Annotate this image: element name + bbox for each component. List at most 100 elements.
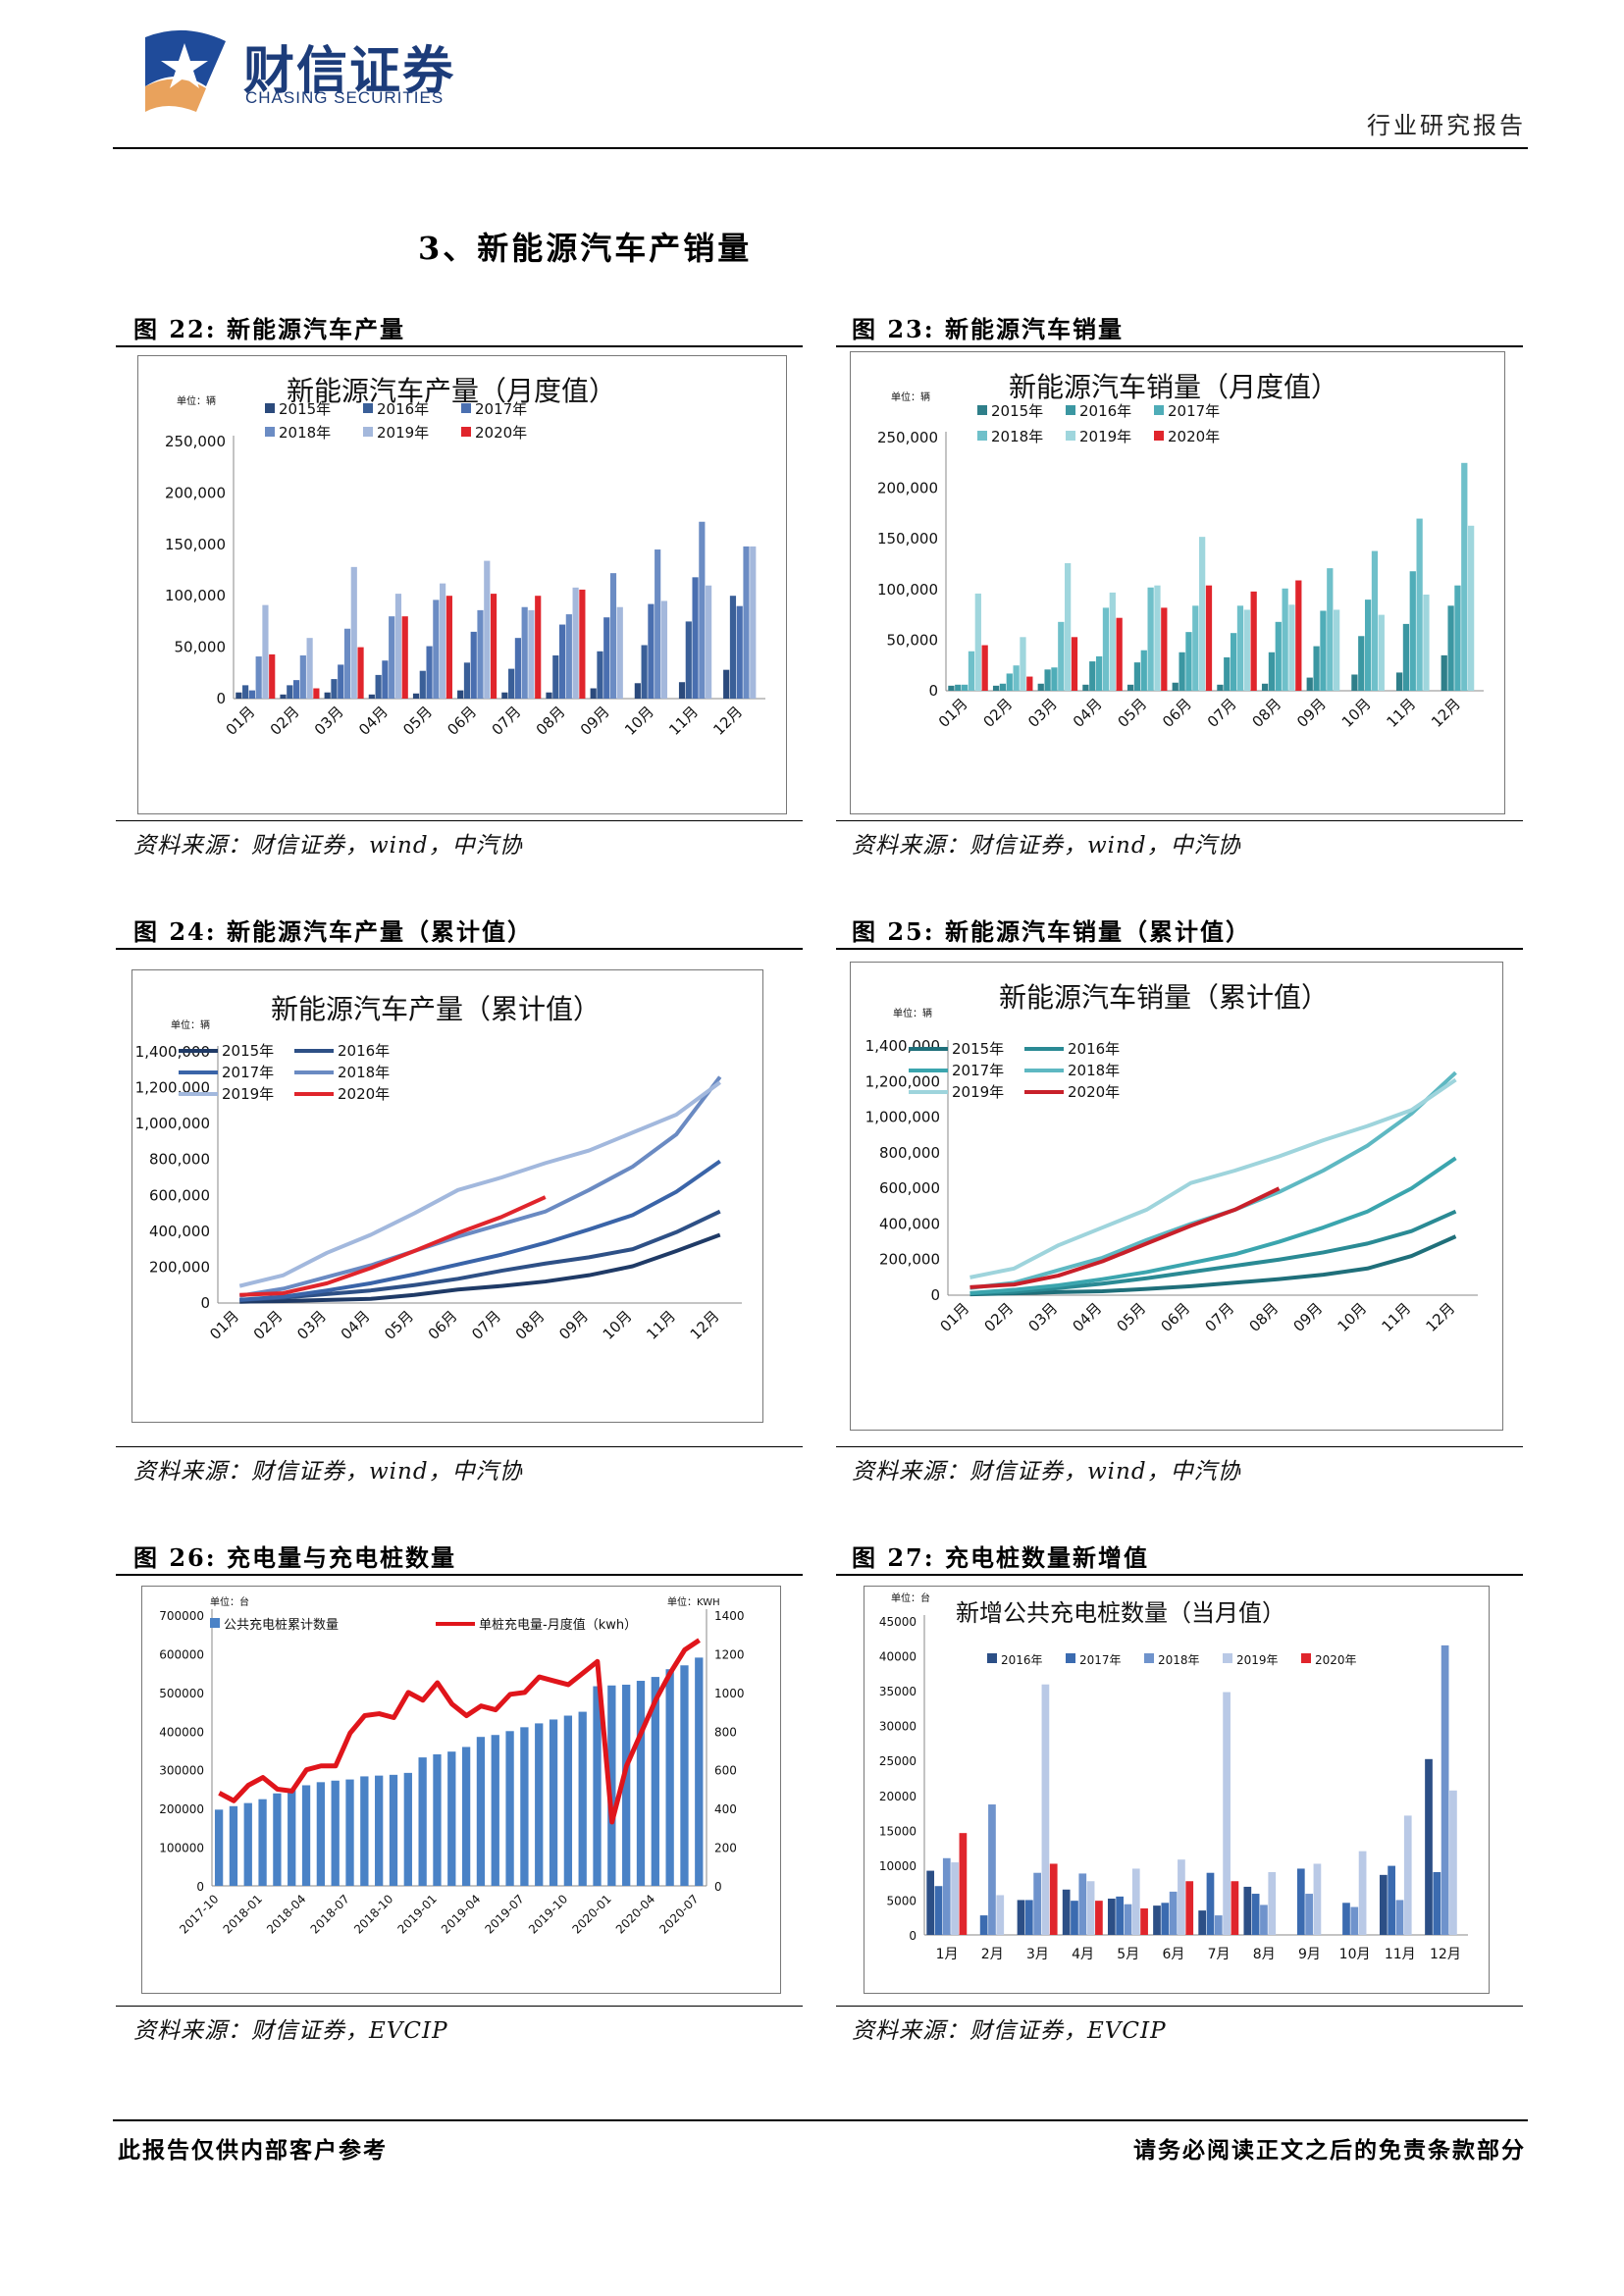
x-tick-label: 08月 bbox=[533, 703, 569, 739]
figure-25-source-rule bbox=[836, 1446, 1523, 1447]
legend-swatch bbox=[1066, 1653, 1075, 1663]
y-tick-label: 0 bbox=[196, 1880, 204, 1894]
bar bbox=[528, 610, 534, 699]
bar bbox=[402, 616, 408, 699]
x-tick-label: 03月 bbox=[1024, 695, 1061, 731]
bar bbox=[943, 1858, 951, 1935]
x-tick-label: 02月 bbox=[979, 695, 1016, 731]
legend-label: 2020年 bbox=[1315, 1653, 1357, 1667]
figure-23-title: 图 23: 新能源汽车销量 bbox=[852, 310, 1124, 344]
bar bbox=[515, 638, 521, 699]
x-tick-label: 06月 bbox=[1159, 695, 1195, 731]
bar bbox=[546, 693, 551, 699]
bar bbox=[491, 594, 497, 699]
bar bbox=[244, 1803, 252, 1886]
bar bbox=[1262, 684, 1268, 691]
bar bbox=[988, 1804, 996, 1935]
bar bbox=[1288, 604, 1294, 691]
chart-unit-label-left: 单位：台 bbox=[210, 1595, 249, 1608]
bar bbox=[376, 675, 382, 699]
chart-unit-label: 单位：辆 bbox=[891, 391, 930, 403]
figure-24-title: 图 24: 新能源汽车产量（累计值） bbox=[133, 913, 533, 947]
legend-label: 2016年 bbox=[1068, 1040, 1120, 1058]
y2-tick-label: 200 bbox=[714, 1842, 737, 1855]
bar bbox=[462, 1747, 470, 1886]
legend-label: 2016年 bbox=[1079, 402, 1131, 420]
legend-swatch bbox=[1066, 405, 1075, 415]
bar bbox=[375, 1776, 383, 1886]
figure-27-rule bbox=[836, 1574, 1523, 1576]
bar bbox=[1417, 519, 1423, 691]
bar bbox=[610, 573, 616, 699]
bar bbox=[926, 1871, 934, 1935]
y-tick-label: 400000 bbox=[159, 1725, 204, 1739]
bar bbox=[597, 652, 602, 699]
bar bbox=[1170, 1892, 1178, 1935]
legend-swatch bbox=[977, 431, 987, 441]
y-tick-label: 35000 bbox=[879, 1685, 917, 1698]
bar bbox=[1231, 633, 1236, 691]
bar bbox=[579, 590, 585, 699]
legend-label: 2015年 bbox=[952, 1040, 1004, 1058]
y-tick-label: 300000 bbox=[159, 1764, 204, 1778]
legend-label: 2019年 bbox=[377, 424, 429, 442]
bar bbox=[566, 614, 572, 699]
legend-swatch bbox=[363, 427, 373, 437]
x-tick-label: 12月 bbox=[1422, 1299, 1458, 1335]
bar bbox=[351, 567, 357, 699]
legend-label: 2018年 bbox=[279, 424, 331, 442]
y-tick-label: 700000 bbox=[159, 1609, 204, 1623]
y-tick-label: 20000 bbox=[879, 1790, 917, 1803]
bar bbox=[692, 577, 698, 699]
bar bbox=[446, 596, 452, 699]
y-tick-label: 50,000 bbox=[887, 631, 939, 649]
y-tick-label: 45000 bbox=[879, 1615, 917, 1629]
bar bbox=[1358, 636, 1364, 691]
y-tick-label: 100,000 bbox=[877, 581, 938, 599]
bar bbox=[591, 689, 597, 699]
x-tick-label: 02月 bbox=[250, 1307, 287, 1343]
bar bbox=[1051, 667, 1057, 691]
x-tick-label: 12月 bbox=[709, 703, 746, 739]
bar bbox=[699, 522, 705, 699]
legend-label: 2017年 bbox=[1079, 1653, 1122, 1667]
bar bbox=[1461, 463, 1467, 691]
bar bbox=[1025, 1900, 1033, 1935]
x-tick-label: 03月 bbox=[293, 1307, 330, 1343]
x-tick-label: 11月 bbox=[1378, 1299, 1414, 1335]
bar bbox=[1449, 1791, 1457, 1935]
x-tick-label: 09月 bbox=[577, 703, 613, 739]
bar bbox=[1033, 1873, 1041, 1935]
x-tick-label: 2018-01 bbox=[221, 1892, 265, 1936]
bar bbox=[1082, 685, 1088, 691]
legend-label: 公共充电桩累计数量 bbox=[224, 1617, 339, 1633]
bar bbox=[1334, 609, 1339, 691]
bar bbox=[395, 594, 401, 699]
bar bbox=[1117, 618, 1123, 691]
bar bbox=[215, 1809, 223, 1886]
bar bbox=[1044, 669, 1050, 691]
x-tick-label: 05月 bbox=[399, 703, 436, 739]
bar bbox=[413, 694, 419, 699]
figure-27-source: 资料来源：财信证券，EVCIP bbox=[852, 2011, 1167, 2045]
bar bbox=[288, 1790, 295, 1886]
legend-swatch bbox=[461, 427, 471, 437]
bar bbox=[723, 670, 729, 699]
bar bbox=[743, 547, 749, 699]
bar bbox=[1154, 586, 1160, 691]
legend-swatch bbox=[1066, 431, 1075, 441]
bar bbox=[993, 686, 999, 691]
bar bbox=[559, 625, 565, 699]
legend-label: 单桩充电量-月度值（kwh） bbox=[479, 1617, 637, 1633]
figure-25-rule bbox=[836, 948, 1523, 950]
x-tick-label: 3月 bbox=[1026, 1947, 1049, 1962]
figure-27-title: 图 27: 充电桩数量新增值 bbox=[852, 1539, 1149, 1573]
bar bbox=[236, 693, 241, 699]
series-line bbox=[239, 1077, 720, 1296]
bar bbox=[665, 1669, 673, 1886]
y-tick-label: 1,200,000 bbox=[865, 1072, 940, 1090]
bar bbox=[1018, 1900, 1025, 1935]
series-line bbox=[970, 1072, 1456, 1288]
chart-26: 单位：台 单位：KWH 0 100000 200000 300000 400000 50000… bbox=[141, 1586, 779, 1992]
y-tick-label: 400,000 bbox=[879, 1215, 940, 1232]
